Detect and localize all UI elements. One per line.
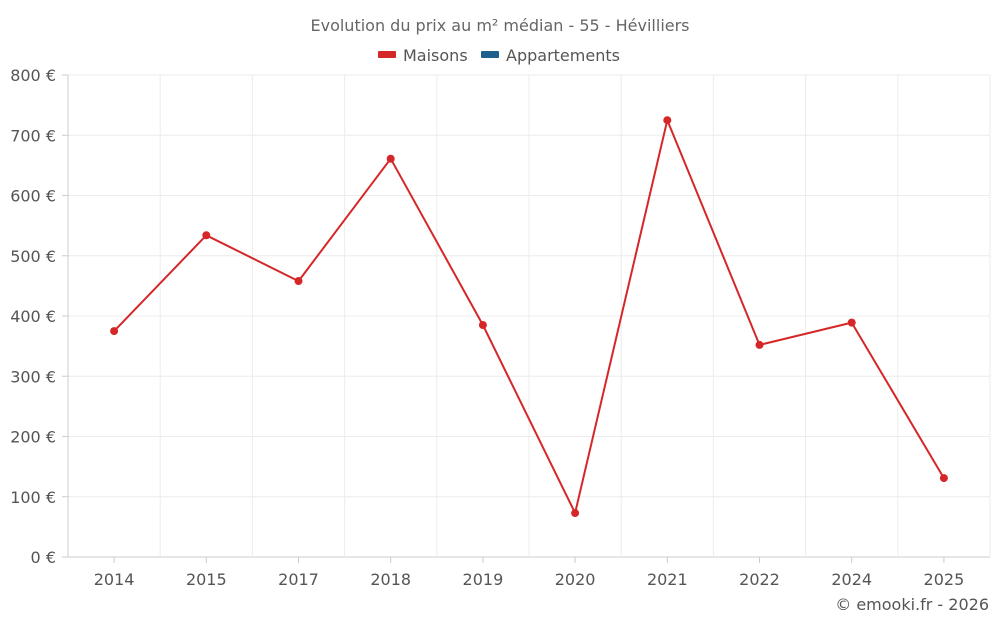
x-tick-label-9: 2025	[924, 570, 965, 589]
x-tick-label-3: 2018	[370, 570, 411, 589]
x-tick-label-0: 2014	[94, 570, 135, 589]
y-tick-label-0: 0 €	[31, 548, 56, 567]
y-tick-label-7: 700 €	[10, 126, 56, 145]
grid	[67, 74, 991, 558]
x-tick-label-1: 2015	[186, 570, 227, 589]
data-point-0-1[interactable]	[202, 231, 211, 240]
chart-title: Evolution du prix au m² médian - 55 - Hé…	[310, 16, 689, 35]
legend-item-1[interactable]: Appartements	[481, 46, 620, 65]
x-tick-label-5: 2020	[555, 570, 596, 589]
y-tick-label-5: 500 €	[10, 247, 56, 266]
series-group	[110, 116, 948, 518]
data-point-0-4[interactable]	[478, 321, 487, 330]
y-tick-label-1: 100 €	[10, 488, 56, 507]
data-point-0-5[interactable]	[571, 509, 580, 518]
legend: Maisons Appartements	[378, 46, 620, 65]
legend-item-0[interactable]: Maisons	[378, 46, 468, 65]
credit-text: © emooki.fr - 2026	[835, 595, 989, 614]
legend-label-0: Maisons	[403, 46, 468, 65]
data-point-0-0[interactable]	[110, 327, 119, 336]
legend-label-1: Appartements	[506, 46, 620, 65]
legend-swatch-1	[481, 51, 499, 58]
series-line-0	[113, 119, 945, 514]
y-tick-label-6: 600 €	[10, 187, 56, 206]
data-point-0-2[interactable]	[294, 277, 303, 286]
x-tick-label-8: 2024	[831, 570, 872, 589]
y-axis: 0 € 100 € 200 € 300 € 400 € 500 € 600 € 700 € 80…	[10, 66, 69, 567]
x-tick-label-7: 2022	[739, 570, 780, 589]
data-point-0-9[interactable]	[939, 474, 948, 483]
data-point-0-7[interactable]	[755, 340, 764, 349]
x-tick-label-2: 2017	[278, 570, 319, 589]
x-axis: 2014 2015 2017 2018 2019 2020 2021 2022 2024 2025	[94, 557, 965, 589]
y-tick-label-4: 400 €	[10, 307, 56, 326]
y-tick-label-8: 800 €	[10, 66, 56, 85]
y-tick-label-2: 200 €	[10, 428, 56, 447]
x-tick-label-6: 2021	[647, 570, 688, 589]
legend-swatch-0	[378, 51, 396, 58]
y-tick-label-3: 300 €	[10, 367, 56, 386]
data-point-0-8[interactable]	[847, 318, 856, 327]
x-tick-label-4: 2019	[463, 570, 504, 589]
data-point-0-6[interactable]	[663, 116, 672, 125]
data-point-0-3[interactable]	[386, 154, 395, 163]
